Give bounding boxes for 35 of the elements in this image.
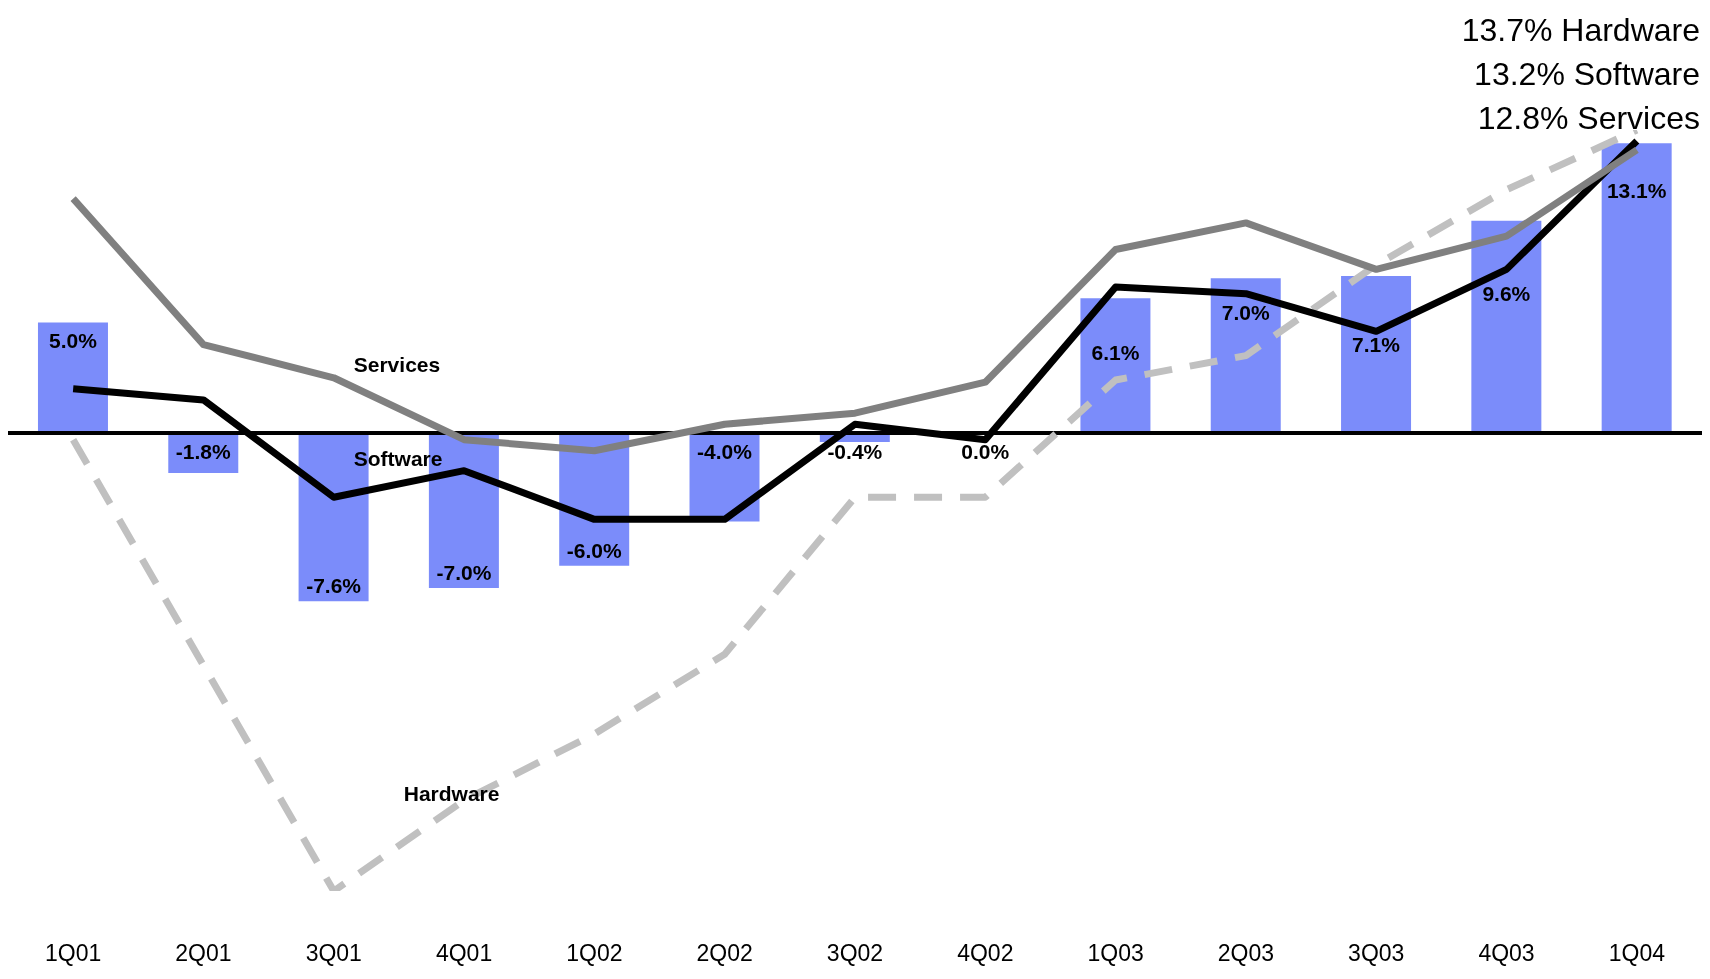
x-tick-label: 1Q03 (1087, 940, 1144, 966)
data-label: 5.0% (49, 329, 98, 353)
x-tick-label: 3Q03 (1348, 940, 1405, 966)
bar (37, 322, 108, 434)
data-label: -4.0% (697, 440, 753, 464)
text: 13.7% Hardware (1461, 11, 1700, 50)
series-label: Software (353, 447, 443, 471)
data-label: -7.0% (436, 560, 492, 584)
x-tick-label: 3Q01 (305, 940, 362, 966)
data-label: -1.8% (175, 440, 232, 464)
series-label: Hardware (403, 782, 500, 805)
x-tick-label: 4Q01 (435, 940, 493, 966)
x-tick-label: 2Q02 (696, 940, 753, 966)
x-tick-label: 1Q01 (45, 940, 102, 966)
x-tick-label: 2Q01 (175, 940, 232, 966)
data-label: 0.0% (961, 440, 1010, 464)
x-tick-label: 1Q02 (566, 940, 623, 966)
x-tick-label: 3Q02 (826, 940, 884, 966)
data-label: -0.4% (827, 440, 883, 464)
data-label: -6.0% (566, 538, 622, 562)
annotation: 12.8% Services (1476, 99, 1700, 138)
data-label: 6.1% (1091, 341, 1140, 365)
x-tick-label: 4Q02 (957, 940, 1014, 966)
data-label: 7.0% (1221, 301, 1270, 325)
bar (1341, 276, 1412, 434)
data-label: 13.1% (1606, 179, 1667, 203)
data-label: -7.6% (306, 574, 362, 598)
text: 13.2% Software (1473, 55, 1700, 94)
data-label: 9.6% (1482, 281, 1531, 305)
bar (1601, 143, 1672, 434)
series-label: Services (353, 352, 441, 376)
data-label: 7.1% (1352, 333, 1401, 357)
x-tick-label: 4Q03 (1478, 940, 1535, 966)
x-tick-label: 2Q03 (1217, 940, 1275, 966)
x-tick-label: 1Q04 (1608, 940, 1666, 966)
